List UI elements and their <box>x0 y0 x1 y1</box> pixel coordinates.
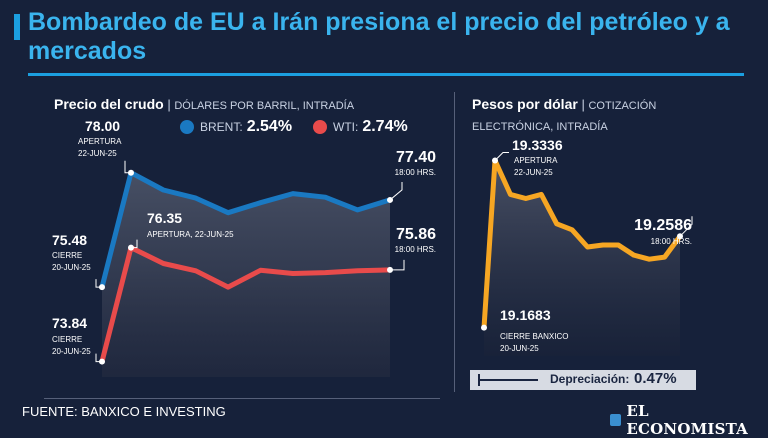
brent-start-value: 75.48 <box>52 232 87 248</box>
depreciation-label: Depreciación: <box>550 372 630 386</box>
page-title: Bombardeo de EU a Irán presiona el preci… <box>28 8 730 65</box>
brent-end-point <box>387 196 393 203</box>
legend-wti-value: 2.74% <box>362 118 408 135</box>
peso-heading: Pesos por dólar <box>472 96 578 112</box>
peso-panel-header: Pesos por dólar | COTIZACIÓN ELECTRÓNICA… <box>472 95 712 137</box>
crude-panel-header: Precio del crudo | DÓLARES POR BARRIL, I… <box>54 95 354 116</box>
peso-subheading-2: ELECTRÓNICA, INTRADÍA <box>472 121 608 133</box>
wti-open-note: APERTURA, 22-JUN-25 <box>147 230 234 239</box>
peso-start-note-1: CIERRE BANXICO <box>500 332 568 341</box>
wti-start-note-1: CIERRE <box>52 335 82 344</box>
wti-open-value: 76.35 <box>147 210 182 226</box>
wti-open-point <box>128 244 134 251</box>
brand-logo: EL ECONOMISTA <box>610 402 768 438</box>
source-note: FUENTE: BANXICO E INVESTING <box>22 404 226 419</box>
wti-end-point <box>387 266 393 273</box>
brent-end-leader <box>389 181 403 201</box>
peso-open-leader <box>494 151 509 161</box>
wti-start-point <box>99 358 105 365</box>
legend-wti: WTI: 2.74% <box>313 118 408 136</box>
title-divider <box>28 73 744 76</box>
legend-brent-name: BRENT: <box>200 120 243 134</box>
legend-brent: BRENT: 2.54% <box>180 118 292 136</box>
wti-end-note: 18:00 HRS. <box>395 245 436 254</box>
wti-end-value: 75.86 <box>396 226 436 243</box>
peso-open-note-1: APERTURA <box>514 156 558 165</box>
peso-subheading: COTIZACIÓN <box>588 100 657 112</box>
peso-start-point <box>481 324 487 331</box>
brent-open-value: 78.00 <box>85 118 120 134</box>
brent-open-point <box>128 169 134 176</box>
crude-separator: | <box>167 97 171 112</box>
peso-start-value: 19.1683 <box>500 307 551 323</box>
title-accent-bar <box>14 14 20 40</box>
depreciation-bar-line <box>478 379 538 381</box>
panel-divider <box>454 92 455 392</box>
peso-open-value: 19.3336 <box>512 137 563 153</box>
wti-line <box>99 245 393 365</box>
peso-end-value: 19.2586 <box>634 217 692 234</box>
peso-end-note: 18:00 HRS. <box>651 237 692 246</box>
brent-open-note-1: APERTURA <box>78 137 122 146</box>
brent-start-note-2: 20-JUN-25 <box>52 263 91 272</box>
crude-heading: Precio del crudo <box>54 96 164 112</box>
wti-start-note-2: 20-JUN-25 <box>52 347 91 356</box>
brent-line <box>99 170 393 290</box>
brent-open-note-2: 22-JUN-25 <box>78 149 117 158</box>
brent-end-note: 18:00 HRS. <box>395 168 436 177</box>
crude-baseline-rule <box>44 398 440 399</box>
wti-area <box>102 247 390 377</box>
brent-end-value: 77.40 <box>396 149 436 166</box>
peso-end-leader <box>679 216 693 237</box>
brent-start-note-1: CIERRE <box>52 251 82 260</box>
brand-logo-text: EL ECONOMISTA <box>626 402 749 438</box>
peso-separator: | <box>581 97 585 112</box>
legend-brent-value: 2.54% <box>246 118 293 135</box>
brand-logo-icon <box>610 414 622 426</box>
depreciation-bar: Depreciación: 0.47% <box>470 370 696 390</box>
legend-wti-name: WTI: <box>333 120 359 134</box>
depreciation-value: 0.47% <box>634 370 677 387</box>
crude-subheading: DÓLARES POR BARRIL, INTRADÍA <box>174 100 355 112</box>
wti-start-value: 73.84 <box>52 315 87 331</box>
peso-start-note-2: 20-JUN-25 <box>500 344 539 353</box>
peso-area <box>484 160 680 356</box>
brent-swatch-icon <box>180 120 194 134</box>
wti-swatch-icon <box>313 120 327 134</box>
wti-end-leader <box>390 259 405 271</box>
brent-start-point <box>99 284 105 291</box>
peso-end-point <box>677 233 683 240</box>
peso-open-note-2: 22-JUN-25 <box>514 168 553 177</box>
peso-line <box>481 158 683 331</box>
peso-open-point <box>492 157 498 164</box>
